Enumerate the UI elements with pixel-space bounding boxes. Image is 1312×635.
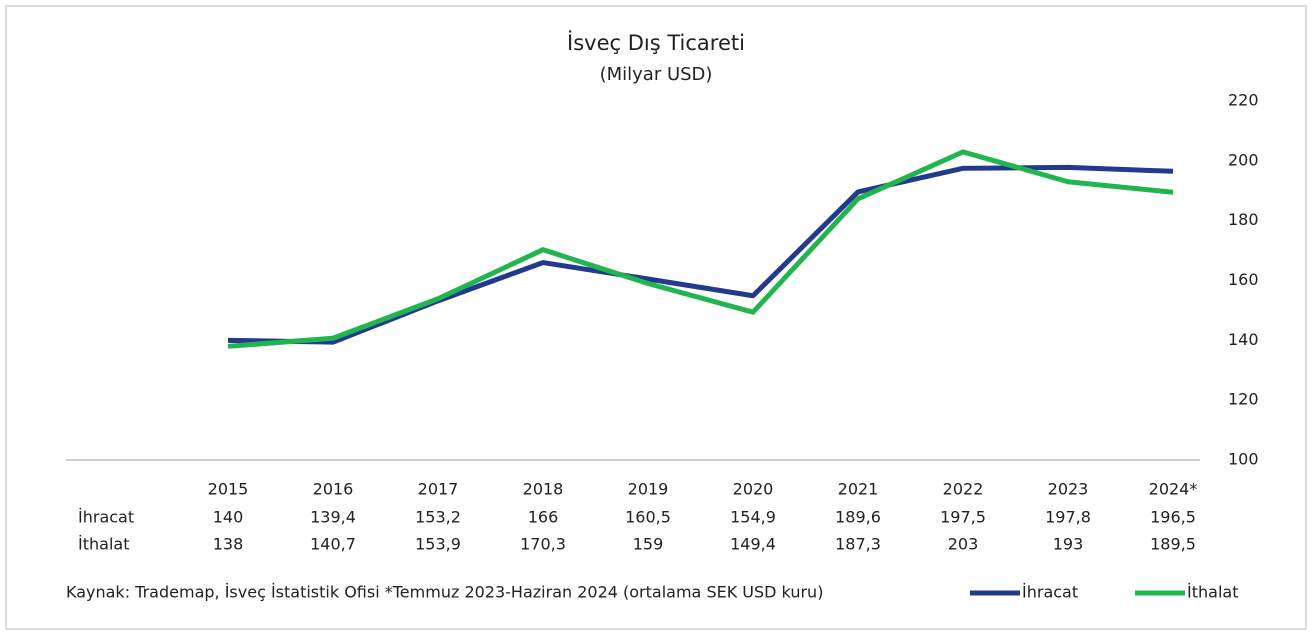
table-value: 154,9 bbox=[730, 508, 776, 527]
table-row-label: İthalat bbox=[78, 535, 129, 554]
table-row-label: İhracat bbox=[78, 508, 134, 527]
y-tick-label: 140 bbox=[1228, 330, 1259, 349]
y-tick-label: 160 bbox=[1228, 270, 1259, 289]
table-value: 153,9 bbox=[415, 535, 461, 554]
x-tick-label: 2023 bbox=[1048, 480, 1089, 499]
table-value: 189,5 bbox=[1150, 535, 1196, 554]
table-value: 140 bbox=[213, 508, 244, 527]
table-value: 170,3 bbox=[520, 535, 566, 554]
x-tick-label: 2018 bbox=[523, 480, 564, 499]
table-value: 159 bbox=[633, 535, 664, 554]
x-tick-label: 2019 bbox=[628, 480, 669, 499]
y-tick-label: 220 bbox=[1228, 91, 1259, 110]
x-tick-label: 2016 bbox=[313, 480, 354, 499]
source-note: Kaynak: Trademap, İsveç İstatistik Ofisi… bbox=[66, 583, 823, 602]
x-tick-label: 2015 bbox=[208, 480, 249, 499]
series-line bbox=[227, 149, 1174, 349]
table-value: 193 bbox=[1053, 535, 1084, 554]
chart-title: İsveç Dış Ticareti bbox=[567, 30, 745, 55]
legend-label: İthalat bbox=[1187, 583, 1238, 602]
y-tick-label: 100 bbox=[1228, 450, 1259, 469]
table-value: 149,4 bbox=[730, 535, 776, 554]
x-tick-label: 2020 bbox=[733, 480, 774, 499]
table-value: 196,5 bbox=[1150, 508, 1196, 527]
table-value: 197,8 bbox=[1045, 508, 1091, 527]
table-value: 160,5 bbox=[625, 508, 671, 527]
x-tick-label: 2017 bbox=[418, 480, 459, 499]
y-tick-label: 120 bbox=[1228, 390, 1259, 409]
table-value: 166 bbox=[528, 508, 559, 527]
table-value: 197,5 bbox=[940, 508, 986, 527]
chart-subtitle: (Milyar USD) bbox=[600, 64, 713, 85]
legend-label: İhracat bbox=[1022, 583, 1078, 602]
x-tick-label: 2024* bbox=[1149, 480, 1198, 499]
table-value: 153,2 bbox=[415, 508, 461, 527]
x-tick-label: 2022 bbox=[943, 480, 984, 499]
y-tick-label: 200 bbox=[1228, 150, 1259, 169]
table-value: 138 bbox=[213, 535, 244, 554]
y-tick-label: 180 bbox=[1228, 210, 1259, 229]
table-value: 189,6 bbox=[835, 508, 881, 527]
table-value: 203 bbox=[948, 535, 979, 554]
table-value: 139,4 bbox=[310, 508, 356, 527]
table-value: 187,3 bbox=[835, 535, 881, 554]
table-value: 140,7 bbox=[310, 535, 356, 554]
x-tick-label: 2021 bbox=[838, 480, 879, 499]
chart-border bbox=[5, 5, 1307, 630]
